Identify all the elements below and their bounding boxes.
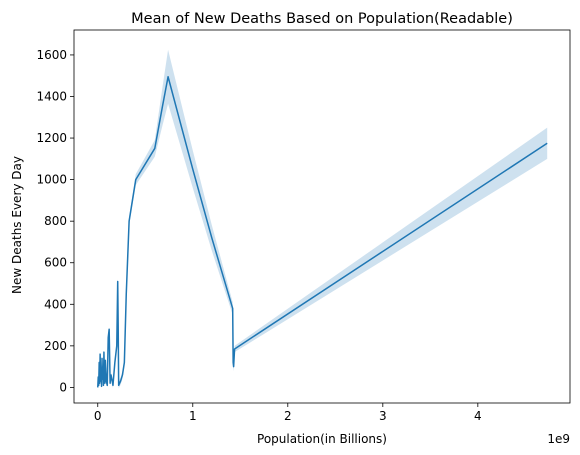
x-tick-label: 3 xyxy=(379,409,387,423)
x-axis-label: Population(in Billions) xyxy=(257,432,387,446)
y-tick-label: 400 xyxy=(44,297,67,311)
y-tick-label: 1600 xyxy=(36,48,67,62)
y-tick-label: 0 xyxy=(59,380,67,394)
x-tick-label: 4 xyxy=(474,409,482,423)
y-axis-label: New Deaths Every Day xyxy=(10,156,24,294)
chart-title: Mean of New Deaths Based on Population(R… xyxy=(131,11,513,27)
x-tick-label: 0 xyxy=(94,409,102,423)
plot-frame xyxy=(73,29,571,404)
x-tick-label: 1 xyxy=(189,409,197,423)
series-line xyxy=(97,76,548,388)
y-tick-label: 800 xyxy=(44,214,67,228)
y-tick-label: 1200 xyxy=(36,131,67,145)
y-tick-label: 1000 xyxy=(36,173,67,187)
y-tick-label: 600 xyxy=(44,256,67,270)
confidence-band xyxy=(97,49,548,389)
y-tick-label: 1400 xyxy=(36,89,67,103)
x-axis-offset-label: 1e9 xyxy=(547,432,570,446)
y-tick-label: 200 xyxy=(44,339,67,353)
x-tick-label: 2 xyxy=(284,409,292,423)
